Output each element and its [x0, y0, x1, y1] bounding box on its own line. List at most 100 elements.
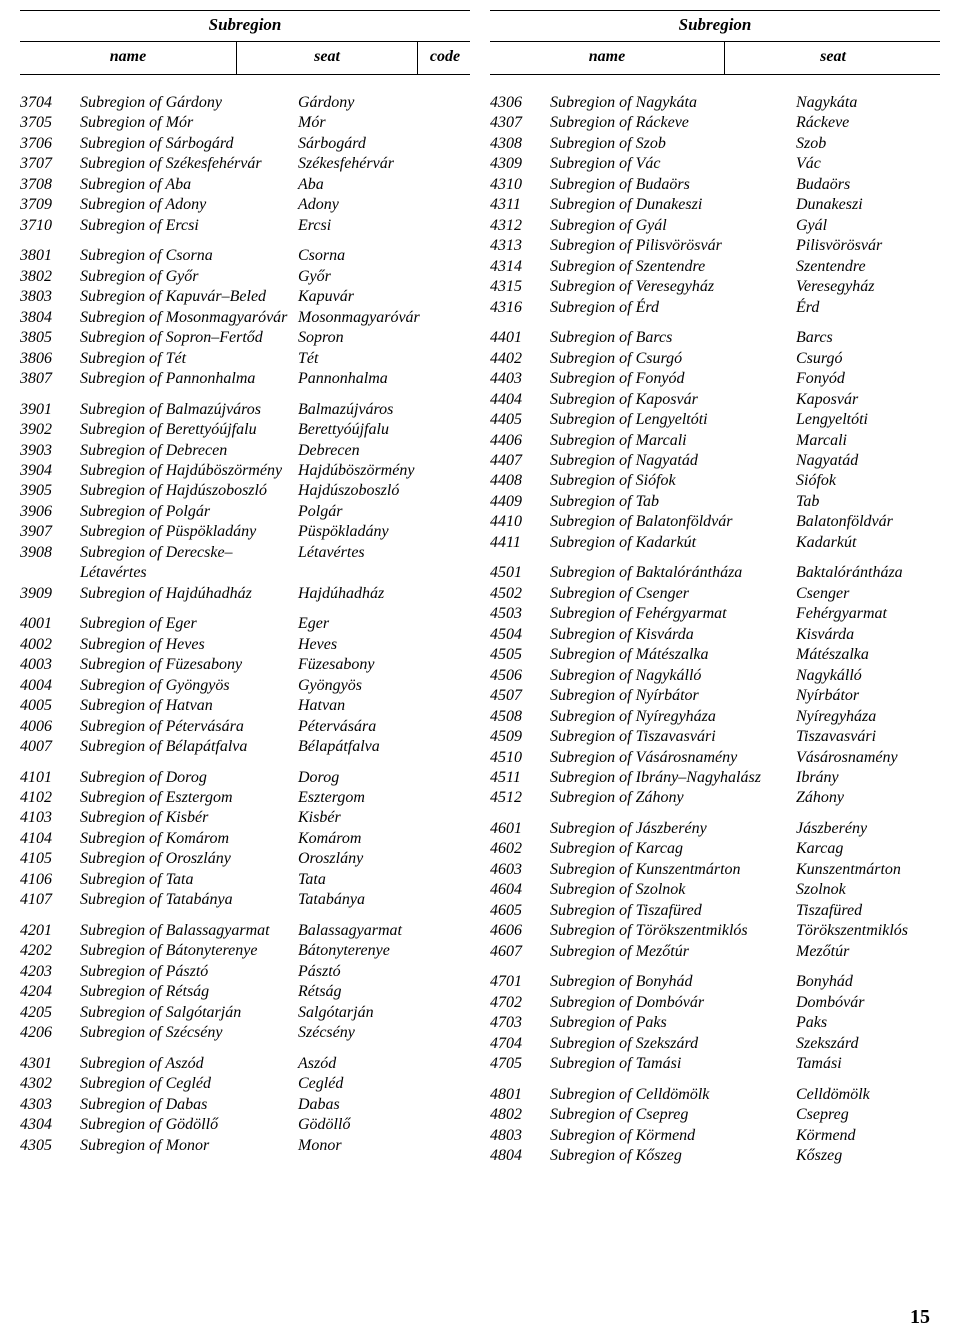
cell-code: 4004: [20, 676, 80, 696]
cell-seat: Kőszeg: [796, 1146, 940, 1166]
cell-seat: Tab: [796, 492, 940, 512]
table-row: 3903Subregion of DebrecenDebrecen: [20, 441, 470, 461]
cell-name: Subregion of Szolnok: [550, 880, 796, 900]
table-row: 4512Subregion of ZáhonyZáhony: [490, 788, 940, 808]
cell-code: 4006: [20, 717, 80, 737]
cell-name: Subregion of Sopron–Fertőd: [80, 328, 298, 348]
cell-seat: Kapuvár: [298, 287, 470, 307]
table-row: 4305Subregion of MonorMonor: [20, 1136, 470, 1156]
cell-code: 4504: [490, 625, 550, 645]
left-header-subregion: Subregion: [20, 11, 470, 42]
cell-name: Subregion of Vác: [550, 154, 796, 174]
cell-seat: Dabas: [298, 1095, 470, 1115]
table-row: 4103Subregion of KisbérKisbér: [20, 808, 470, 828]
cell-code: 3908: [20, 543, 80, 563]
cell-code: 4407: [490, 451, 550, 471]
table-row: 4204Subregion of RétságRétság: [20, 982, 470, 1002]
cell-name: Subregion of Nyíregyháza: [550, 707, 796, 727]
cell-seat: Balassagyarmat: [298, 921, 470, 941]
table-row: 4406Subregion of MarcaliMarcali: [490, 431, 940, 451]
group-gap: [20, 1044, 470, 1054]
cell-code: 4803: [490, 1126, 550, 1146]
table-row: 4005Subregion of HatvanHatvan: [20, 696, 470, 716]
cell-name: Subregion of Kaposvár: [550, 390, 796, 410]
table-row: 3710Subregion of ErcsiErcsi: [20, 216, 470, 236]
cell-seat: Csepreg: [796, 1105, 940, 1125]
group-gap: [20, 236, 470, 246]
table-row: 4701Subregion of BonyhádBonyhád: [490, 972, 940, 992]
table-row: 4007Subregion of BélapátfalvaBélapátfalv…: [20, 737, 470, 757]
cell-code: 4304: [20, 1115, 80, 1135]
page: Subregion name seat code 3704Subregion o…: [0, 0, 960, 1343]
table-row: 3708Subregion of AbaAba: [20, 175, 470, 195]
cell-code: 4203: [20, 962, 80, 982]
table-row: 3909Subregion of HajdúhadházHajdúhadház: [20, 584, 470, 604]
table-row: 4507Subregion of NyírbátorNyírbátor: [490, 686, 940, 706]
table-row: 3804Subregion of MosonmagyaróvárMosonmag…: [20, 308, 470, 328]
cell-seat: Balatonföldvár: [796, 512, 940, 532]
cell-name: Subregion of Tiszavasvári: [550, 727, 796, 747]
cell-name: Subregion of Lengyeltóti: [550, 410, 796, 430]
cell-seat: Nagykáta: [796, 93, 940, 113]
table-row: 4106Subregion of TataTata: [20, 870, 470, 890]
table-row: 4206Subregion of SzécsénySzécsény: [20, 1023, 470, 1043]
cell-code: 3709: [20, 195, 80, 215]
table-row: 4301Subregion of AszódAszód: [20, 1054, 470, 1074]
cell-name: Subregion of Gödöllő: [80, 1115, 298, 1135]
cell-name: Subregion of Nagykáta: [550, 93, 796, 113]
cell-name: Subregion of Nagykálló: [550, 666, 796, 686]
cell-seat: Adony: [298, 195, 470, 215]
left-header-row: name seat code: [20, 42, 470, 74]
cell-code: 4313: [490, 236, 550, 256]
cell-name: Subregion of Csenger: [550, 584, 796, 604]
cell-code: 4503: [490, 604, 550, 624]
cell-name: Subregion of Monor: [80, 1136, 298, 1156]
cell-name: Subregion of Győr: [80, 267, 298, 287]
group-gap: [490, 1075, 940, 1085]
cell-code: 4404: [490, 390, 550, 410]
table-row: 4312Subregion of GyálGyál: [490, 216, 940, 236]
cell-name: Subregion of Eger: [80, 614, 298, 634]
left-column: Subregion name seat code 3704Subregion o…: [20, 10, 470, 1166]
cell-seat: Pilisvörösvár: [796, 236, 940, 256]
cell-seat: Pásztó: [298, 962, 470, 982]
table-row: 4203Subregion of PásztóPásztó: [20, 962, 470, 982]
cell-code: 4801: [490, 1085, 550, 1105]
cell-code: 4604: [490, 880, 550, 900]
cell-seat: Aba: [298, 175, 470, 195]
cell-seat: Szentendre: [796, 257, 940, 277]
cell-seat: Vác: [796, 154, 940, 174]
cell-name: Subregion of Budaörs: [550, 175, 796, 195]
group-gap: [490, 318, 940, 328]
cell-seat: Cegléd: [298, 1074, 470, 1094]
table-row: 4804Subregion of KőszegKőszeg: [490, 1146, 940, 1166]
table-row: 4315Subregion of VeresegyházVeresegyház: [490, 277, 940, 297]
cell-name: Subregion of Celldömölk: [550, 1085, 796, 1105]
cell-name: Subregion of Nyírbátor: [550, 686, 796, 706]
cell-code: 4607: [490, 942, 550, 962]
table-row: 4313Subregion of PilisvörösvárPilisvörös…: [490, 236, 940, 256]
table-row: 4705Subregion of TamásiTamási: [490, 1054, 940, 1074]
table-row: 3707Subregion of SzékesfehérvárSzékesfeh…: [20, 154, 470, 174]
cell-seat: Jászberény: [796, 819, 940, 839]
cell-code: 4702: [490, 993, 550, 1013]
cell-seat: Létavértes: [298, 543, 470, 563]
cell-name: Subregion of Kapuvár–Beled: [80, 287, 298, 307]
cell-code: 4107: [20, 890, 80, 910]
cell-name: Subregion of Hajdúböszörmény: [80, 461, 298, 481]
cell-name: Subregion of Pétervására: [80, 717, 298, 737]
cell-code: 4408: [490, 471, 550, 491]
cell-code: 4512: [490, 788, 550, 808]
group-gap: [20, 390, 470, 400]
cell-name: Subregion of Gyöngyös: [80, 676, 298, 696]
cell-seat: Esztergom: [298, 788, 470, 808]
cell-code: 4605: [490, 901, 550, 921]
cell-code: 4106: [20, 870, 80, 890]
table-row: 4602Subregion of KarcagKarcag: [490, 839, 940, 859]
cell-seat: Bonyhád: [796, 972, 940, 992]
table-row: 4401Subregion of BarcsBarcs: [490, 328, 940, 348]
cell-code: 4001: [20, 614, 80, 634]
cell-code: 4507: [490, 686, 550, 706]
table-row: 4506Subregion of NagykállóNagykálló: [490, 666, 940, 686]
cell-seat: Hajdúhadház: [298, 584, 470, 604]
